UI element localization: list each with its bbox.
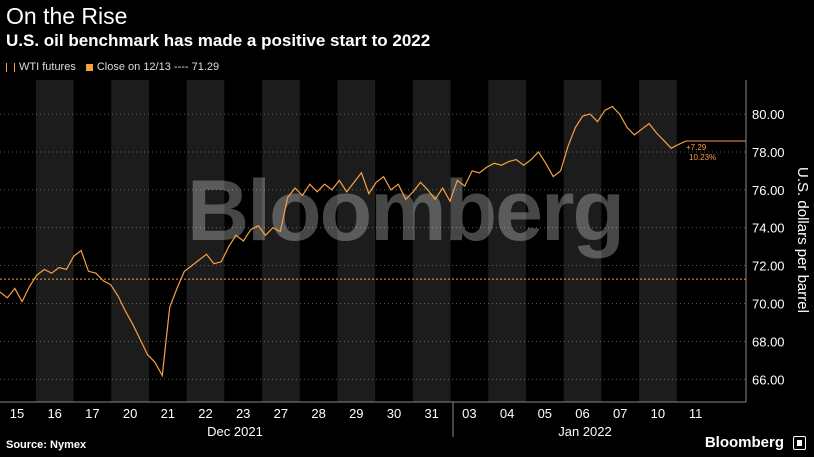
x-tick-label: 04 — [500, 406, 514, 421]
x-tick-label: 05 — [538, 406, 552, 421]
y-tick-label: 72.00 — [752, 259, 785, 274]
x-tick-label: 17 — [85, 406, 99, 421]
series-line-wti[interactable] — [0, 105, 687, 378]
brand-logo: Bloomberg — [704, 434, 784, 451]
legend-label-wti: WTI futures — [19, 61, 76, 73]
y-tick-label: 78.00 — [752, 145, 785, 160]
x-tick-label: 23 — [236, 406, 250, 421]
x-tick-label: 28 — [311, 406, 325, 421]
x-tick-label: 22 — [198, 406, 212, 421]
legend: WTI futures Close on 12/13 ---- 71.29 — [6, 61, 219, 73]
x-tick-label: 11 — [689, 406, 703, 421]
day-band — [111, 80, 149, 402]
x-axis-ticks: 15 16 17 20 21 22 23 27 28 29 30 31 03 04 05 06 07 10 11 De… — [10, 406, 703, 439]
y-tick-label: 80.00 — [752, 107, 785, 122]
chart-subtitle: U.S. oil benchmark has made a positive s… — [6, 31, 431, 50]
x-tick-label: 29 — [349, 406, 363, 421]
source-note: Source: Nymex — [6, 439, 87, 451]
x-tick-label: 30 — [387, 406, 401, 421]
alternating-bands — [35, 80, 677, 402]
legend-item-close[interactable]: Close on 12/13 ---- 71.29 — [85, 61, 220, 73]
x-month-label: Jan 2022 — [558, 424, 612, 439]
day-band — [563, 80, 602, 402]
x-tick-label: 10 — [651, 406, 665, 421]
square-icon — [85, 63, 93, 71]
x-tick-label: 06 — [575, 406, 589, 421]
candlestick-icon — [6, 62, 15, 72]
x-month-label: Dec 2021 — [207, 424, 263, 439]
x-tick-label: 15 — [10, 406, 24, 421]
day-band — [412, 80, 451, 402]
y-tick-label: 70.00 — [752, 297, 785, 312]
y-axis-label: U.S. dollars per barrel — [794, 167, 811, 313]
gridlines — [0, 113, 746, 380]
day-band — [35, 80, 74, 402]
x-tick-label: 31 — [424, 406, 438, 421]
day-band — [186, 80, 225, 402]
bloomberg-watermark: Bloomberg — [187, 163, 623, 259]
y-tick-label: 74.00 — [752, 221, 785, 236]
x-tick-label: 20 — [123, 406, 137, 421]
legend-label-close: Close on 12/13 ---- 71.29 — [96, 61, 220, 73]
day-band — [639, 80, 677, 402]
chart-title: On the Rise — [6, 3, 128, 29]
legend-item-wti[interactable]: WTI futures — [6, 61, 76, 73]
bloomberg-terminal-icon — [793, 436, 806, 450]
annotation-pct: 10.23% — [689, 153, 716, 162]
y-tick-label: 66.00 — [752, 372, 785, 387]
day-band — [262, 80, 300, 402]
day-band — [337, 80, 376, 402]
y-tick-label: 76.00 — [752, 183, 785, 198]
day-band — [488, 80, 526, 402]
x-tick-label: 27 — [274, 406, 288, 421]
x-tick-label: 07 — [613, 406, 627, 421]
y-tick-label: 68.00 — [752, 334, 785, 349]
x-tick-label: 16 — [47, 406, 61, 421]
annotation-change: +7.29 — [686, 143, 707, 152]
y-axis-ticks: 66.00 68.00 70.00 72.00 74.00 76.00 78.00 80.00 — [752, 107, 785, 387]
x-tick-label: 03 — [462, 406, 476, 421]
x-tick-label: 21 — [161, 406, 175, 421]
